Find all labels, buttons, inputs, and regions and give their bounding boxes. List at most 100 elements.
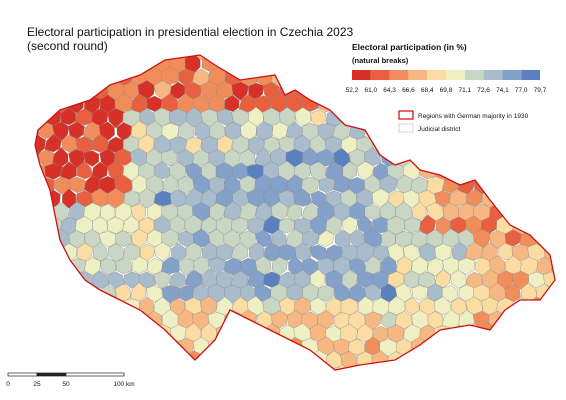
district — [184, 136, 203, 155]
scale-bar — [7, 372, 125, 377]
legend-german-label: Regions with German majority in 1930 — [418, 113, 529, 120]
district — [364, 283, 382, 301]
legend-scale: 52,2 61,0 64,3 66,6 68,4 69,8 71,1 72,6 74,1 77,0… — [346, 70, 547, 94]
legend-break-label: 68,4 — [421, 87, 434, 94]
legend-method: (natural breaks) — [352, 56, 409, 65]
district — [387, 296, 406, 316]
district — [161, 256, 180, 275]
district — [224, 258, 242, 276]
legend-swatch — [427, 70, 446, 80]
district — [121, 215, 139, 234]
district — [387, 243, 405, 263]
legend-break-label: 61,0 — [364, 87, 377, 94]
district — [426, 229, 444, 248]
district — [123, 243, 141, 261]
title: Electoral participation in presidential … — [27, 25, 354, 39]
district — [364, 311, 383, 331]
district — [302, 230, 320, 248]
district — [285, 121, 305, 139]
district — [411, 285, 429, 301]
district — [270, 310, 288, 329]
district — [318, 176, 335, 193]
district — [83, 150, 100, 167]
legend-break-label: 79,7 — [534, 87, 547, 94]
district — [91, 134, 109, 153]
district — [161, 150, 178, 167]
district — [450, 269, 467, 289]
district — [465, 241, 484, 261]
district — [161, 285, 180, 304]
district — [247, 136, 266, 155]
district — [441, 285, 459, 303]
district — [404, 217, 421, 234]
legend-german-symbol — [398, 110, 414, 120]
scale-segment — [36, 372, 67, 377]
district — [317, 284, 335, 302]
district — [216, 243, 234, 261]
district — [107, 216, 125, 234]
legend-district-symbol — [398, 123, 414, 133]
district — [395, 230, 414, 248]
district — [35, 149, 40, 167]
legend-break-label: 74,1 — [496, 87, 509, 94]
legend-break-label: 69,8 — [440, 87, 453, 94]
district — [44, 163, 63, 180]
district — [270, 175, 289, 194]
legend-swatch — [408, 70, 428, 80]
district — [44, 133, 62, 153]
district — [263, 271, 282, 288]
district — [255, 229, 273, 248]
district — [504, 229, 522, 247]
district — [317, 230, 335, 247]
district — [76, 160, 93, 180]
legend-swatch — [483, 70, 503, 80]
district — [301, 176, 319, 196]
district — [115, 257, 133, 274]
legend-district-label: Judicial district — [418, 126, 460, 133]
district — [404, 297, 421, 315]
scale-label: 50 — [62, 381, 70, 388]
district — [153, 160, 171, 180]
district — [153, 242, 172, 262]
district — [309, 244, 328, 261]
legend-break-label: 66,6 — [402, 87, 415, 94]
district — [293, 188, 312, 207]
district — [224, 94, 240, 112]
legend-break-label: 77,0 — [515, 87, 528, 94]
district — [449, 190, 467, 207]
district — [371, 188, 390, 208]
district — [356, 323, 373, 342]
district — [356, 241, 375, 263]
legend-swatch — [464, 70, 484, 80]
legend-swatch — [446, 70, 465, 80]
legend-swatch — [521, 70, 540, 80]
district — [442, 203, 460, 221]
district — [100, 257, 117, 276]
legend-break-label: 71,1 — [458, 87, 471, 94]
district — [434, 296, 452, 315]
district — [91, 270, 110, 289]
scale-segment — [65, 372, 125, 377]
district — [341, 269, 358, 290]
legend-swatch — [370, 70, 390, 80]
scale-label: 25 — [33, 381, 41, 388]
district — [317, 148, 336, 167]
legend-swatch — [389, 70, 409, 80]
legend-swatch — [502, 70, 522, 80]
legend-break-label: 64,3 — [383, 87, 396, 94]
district — [262, 215, 281, 235]
legend-title: Electoral participation (in %) — [352, 42, 467, 52]
district — [131, 255, 149, 274]
legend-break-label: 52,2 — [346, 87, 359, 94]
district — [231, 242, 248, 261]
scale-segment — [7, 372, 38, 377]
scale-label: 0 — [6, 381, 10, 388]
district — [115, 230, 132, 248]
district — [68, 176, 86, 194]
district — [347, 338, 366, 356]
legend-break-label: 72,6 — [477, 87, 490, 94]
district — [60, 107, 77, 126]
legend-swatch — [352, 70, 371, 80]
district — [200, 81, 219, 101]
